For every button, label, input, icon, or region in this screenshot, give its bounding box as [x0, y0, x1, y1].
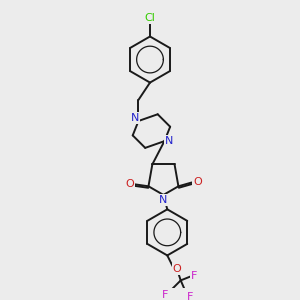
Text: O: O [172, 264, 181, 274]
Text: N: N [165, 136, 173, 146]
Text: F: F [187, 292, 194, 300]
Text: N: N [130, 113, 139, 123]
Text: F: F [191, 271, 197, 281]
Text: O: O [193, 177, 202, 188]
Text: O: O [125, 179, 134, 189]
Text: N: N [159, 195, 168, 205]
Text: Cl: Cl [145, 13, 155, 23]
Text: F: F [162, 290, 169, 300]
